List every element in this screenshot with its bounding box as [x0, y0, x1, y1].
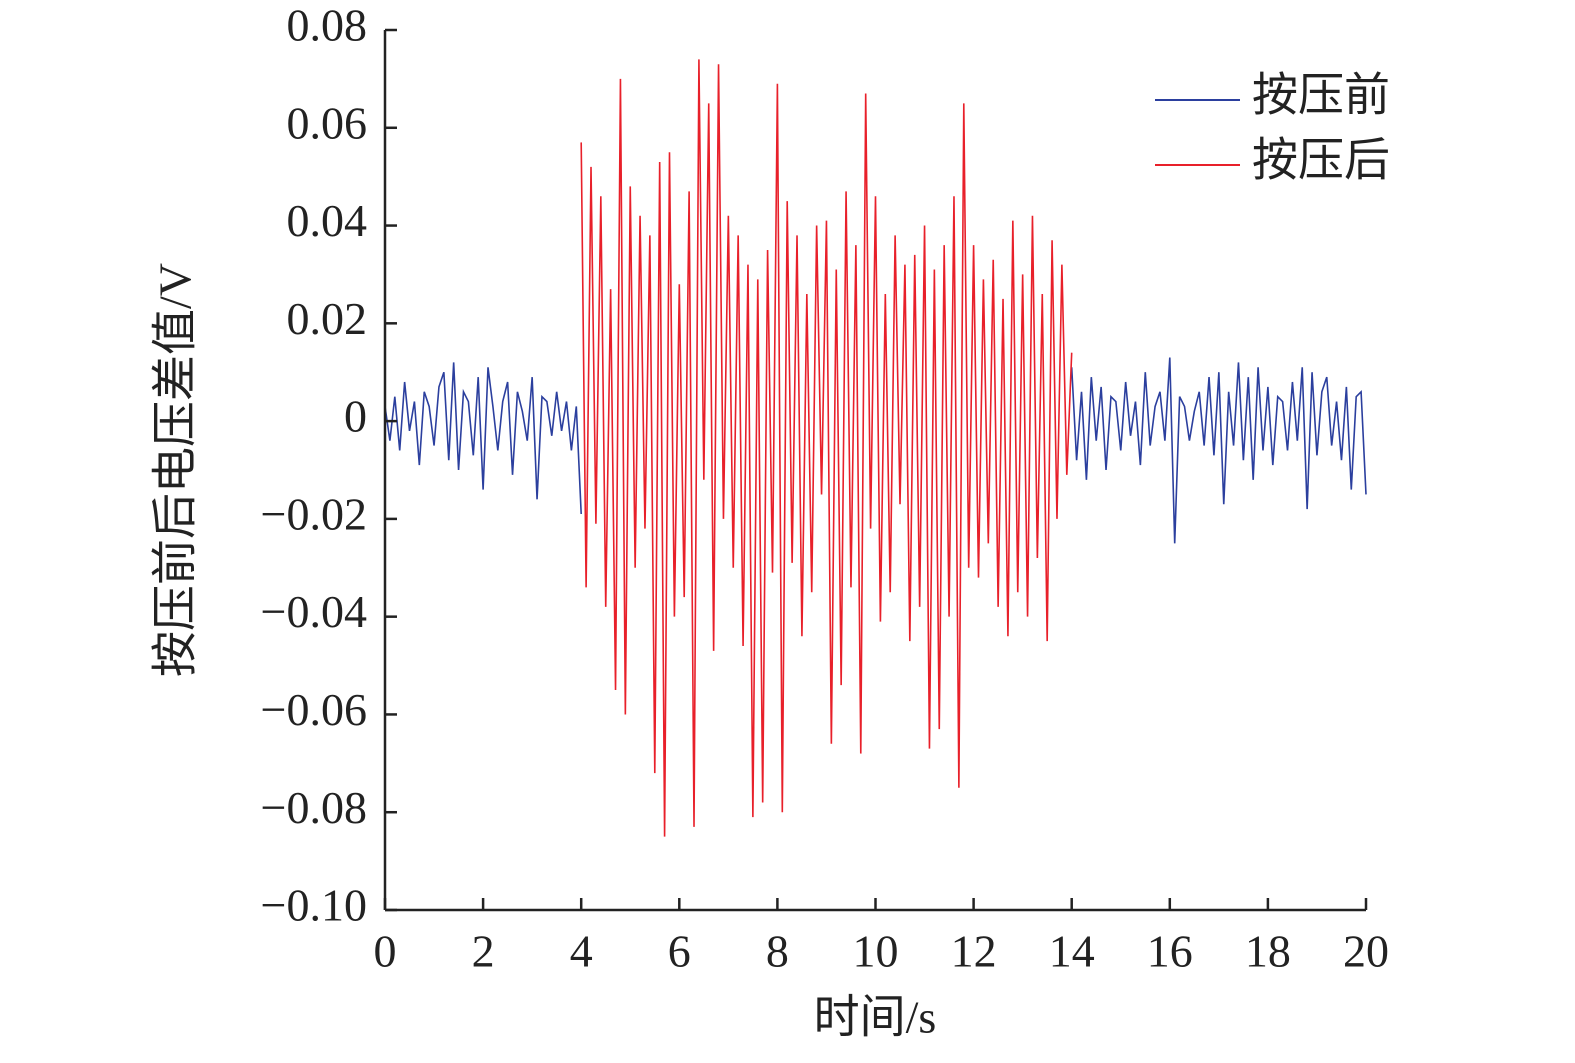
- x-tick-label: 6: [668, 926, 691, 977]
- y-tick-label: 0.06: [287, 97, 368, 148]
- legend-label: 按压后: [1252, 135, 1390, 186]
- legend-label: 按压前: [1252, 70, 1390, 121]
- y-tick-label: 0: [344, 391, 367, 442]
- x-tick-label: 10: [853, 926, 899, 977]
- x-tick-label: 18: [1245, 926, 1291, 977]
- x-tick-label: 16: [1147, 926, 1193, 977]
- y-tick-label: 0.02: [287, 293, 368, 344]
- x-tick-label: 12: [951, 926, 997, 977]
- y-tick-label: −0.06: [261, 684, 367, 735]
- y-axis-label: 按压前后电压差值/V: [150, 263, 201, 677]
- x-tick-label: 2: [472, 926, 495, 977]
- data-line: [580, 59, 1073, 837]
- y-tick-label: −0.10: [261, 880, 367, 931]
- y-tick-label: −0.02: [261, 488, 367, 539]
- x-tick-label: 14: [1049, 926, 1095, 977]
- x-tick-label: 20: [1343, 926, 1389, 977]
- x-tick-label: 4: [570, 926, 593, 977]
- y-tick-label: −0.04: [261, 586, 367, 637]
- data-line: [384, 357, 1367, 544]
- y-tick-label: −0.08: [261, 782, 367, 833]
- y-tick-label: 0.04: [287, 195, 368, 246]
- y-tick-label: 0.08: [287, 0, 368, 51]
- x-tick-label: 8: [766, 926, 789, 977]
- x-axis-label: 时间/s: [814, 992, 937, 1043]
- x-tick-label: 0: [374, 926, 397, 977]
